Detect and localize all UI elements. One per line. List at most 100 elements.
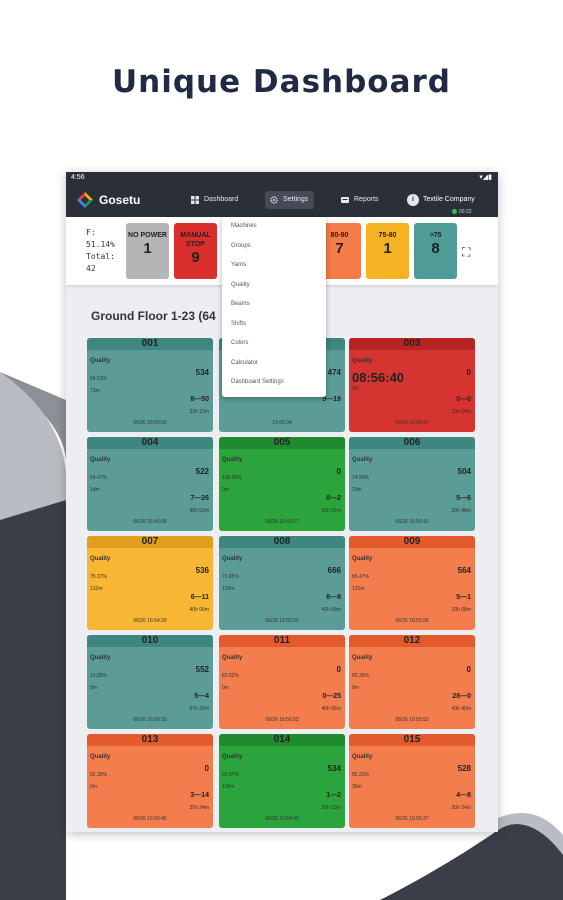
menu-item-yarns[interactable]: Yarns	[231, 262, 247, 268]
stat-total-value: 42	[86, 264, 96, 273]
machine-card[interactable]: 001 Quality 534 64.53% 73m 8—50 33h 10m 06/26 1…	[87, 338, 213, 432]
nav-dashboard-label: Dashboard	[204, 196, 239, 203]
machine-ratio: 9—19	[322, 396, 341, 403]
menu-item-calculator[interactable]: Calculator	[231, 359, 259, 366]
machine-runtime: 30h 34m	[451, 805, 471, 811]
machine-card[interactable]: 009 Quality 564 85.47% 120m 5—1 33h 08m 06/26 1…	[349, 536, 475, 630]
machine-value: 0	[336, 665, 341, 674]
machine-quality-label: Quality	[222, 754, 243, 760]
menu-item-groups[interactable]: Groups	[231, 242, 251, 249]
avatar-icon: i	[407, 194, 419, 206]
machine-id: 008	[219, 536, 345, 548]
machine-minutes: 73m	[90, 388, 100, 394]
filter-count: 9	[191, 249, 200, 266]
nav-dashboard[interactable]: Dashboard	[186, 191, 244, 209]
machine-runtime: 40h 06m	[189, 607, 209, 613]
machine-card[interactable]: 010 Quality 552 16.85% 0m 5—4 07h 26m 06/26 16:…	[87, 635, 213, 729]
machine-ratio: 6—11	[190, 594, 209, 601]
status-bar: 4:56 ▾◢▮	[66, 172, 498, 184]
machine-card[interactable]: 013 Quality 0 82.30% 0m 3—14 30h 34m 06/26 16:5…	[87, 734, 213, 828]
machine-timestamp: 06/26 16:54:29	[133, 618, 167, 624]
machine-minutes: 0m	[222, 685, 229, 691]
machine-ratio: 8—50	[190, 396, 209, 403]
machine-runtime: 40h 53m	[189, 508, 209, 514]
machine-efficiency: 83.62%	[222, 673, 239, 679]
machine-minutes: 125m	[222, 586, 235, 592]
machine-id: 015	[349, 734, 475, 746]
machine-card[interactable]: 011 Quality 0 83.62% 0m 0—25 40h 06m 06/26 16:5…	[219, 635, 345, 729]
machine-efficiency: 75.37%	[90, 574, 107, 580]
machine-id: 005	[219, 437, 345, 449]
filter-count: 1	[143, 240, 152, 257]
machine-ratio: 1—2	[326, 792, 341, 799]
machine-ratio: 0—0	[456, 396, 471, 403]
machine-card[interactable]: 012 Quality 0 80.35% 0m 28—0 43h 40m 06/26 16:5…	[349, 635, 475, 729]
machine-timestamp: 06/26 16:55:23	[265, 618, 299, 624]
machine-value: 504	[457, 467, 471, 476]
machine-minutes: 132m	[90, 586, 103, 592]
machine-runtime: 33h 54m	[451, 409, 471, 415]
machine-timestamp: 06/26 10:09:47	[395, 420, 429, 426]
tablet-screen: 4:56 ▾◢▮ Gosetu Dashboard Settings Repor…	[66, 172, 498, 832]
machine-ratio: 28—0	[452, 693, 471, 700]
filter-label: >75	[429, 232, 442, 239]
filter-75-80[interactable]: 75-80 1	[366, 223, 409, 279]
machine-efficiency: 72.85%	[222, 574, 239, 580]
machine-timestamp: 06/26 16:55:52	[395, 717, 429, 723]
machine-card[interactable]: 015 Quality 528 85.22% 36m 4—8 30h 34m 06/26 16…	[349, 734, 475, 828]
machine-efficiency: 74.90%	[352, 475, 369, 481]
filter-below-75[interactable]: >75 8	[414, 223, 457, 279]
machine-id: 007	[87, 536, 213, 548]
machine-ratio: 5—6	[456, 495, 471, 502]
online-status-text: 00:22	[459, 209, 472, 215]
machine-minutes: 25m	[352, 487, 362, 493]
filter-manual-stop[interactable]: MANUAL STOP 9	[174, 223, 217, 279]
machine-card[interactable]: 003 Quality 0 08:56:40 0m 0—0 33h 54m 06/26 10:…	[349, 338, 475, 432]
menu-item-dashboard-settings[interactable]: Dashboard Settings	[231, 379, 284, 385]
machine-minutes: 135m	[222, 784, 235, 790]
nav-reports-label: Reports	[354, 196, 379, 203]
filter-count: 7	[335, 240, 344, 257]
machine-card[interactable]: 014 Quality 534 93.87% 135m 1—2 30h 23m 06/26 1…	[219, 734, 345, 828]
machine-value: 536	[195, 566, 209, 575]
menu-item-machines[interactable]: Machines	[231, 223, 257, 229]
nav-reports[interactable]: Reports	[336, 191, 385, 209]
page-headline: Unique Dashboard	[111, 64, 451, 100]
gosetu-logo-icon	[77, 192, 93, 208]
menu-item-colors[interactable]: Colors	[231, 340, 249, 346]
machine-card[interactable]: 004 Quality 522 64.47% 14m 7—26 40h 53m 06/26 1…	[87, 437, 213, 531]
machine-quality-label: Quality	[90, 655, 111, 661]
online-dot-icon	[452, 209, 457, 215]
machine-efficiency: 85.47%	[352, 574, 369, 580]
machine-minutes: 36m	[352, 784, 362, 790]
machine-timestamp: 06/26 16:45:58	[133, 519, 167, 525]
machine-quality-label: Quality	[352, 754, 373, 760]
machine-quality-label: Quality	[222, 457, 243, 463]
filter-no-power[interactable]: NO POWER 1	[126, 223, 169, 279]
machine-quality-label: Quality	[352, 655, 373, 661]
machine-card[interactable]: 005 Quality 0 100.00% 0m 0—2 30h 31m 06/26 16:4…	[219, 437, 345, 531]
machine-id: 013	[87, 734, 213, 746]
machine-timestamp: 06/26 16:06:03	[133, 420, 167, 426]
nav-settings[interactable]: Settings	[265, 191, 315, 209]
machine-runtime: 07h 26m	[189, 706, 209, 712]
machine-efficiency: 82.30%	[90, 772, 107, 778]
company-menu[interactable]: i Textile Company	[407, 191, 475, 209]
machine-value: 0	[466, 368, 471, 377]
machine-value: 528	[457, 764, 471, 773]
menu-item-beams[interactable]: Beams	[231, 301, 250, 307]
machine-minutes: 0m	[222, 487, 229, 493]
machine-id: 001	[87, 338, 213, 350]
menu-item-quality[interactable]: Quality	[231, 281, 250, 288]
machine-card[interactable]: 006 Quality 504 74.90% 25m 5—6 33h 48m 06/26 16…	[349, 437, 475, 531]
fullscreen-icon[interactable]: ⛶	[462, 245, 471, 259]
menu-item-shifts[interactable]: Shifts	[231, 320, 247, 327]
machine-card[interactable]: 008 Quality 666 72.85% 125m 8—8 40h 08m 06/26 1…	[219, 536, 345, 630]
machine-minutes: 14m	[90, 487, 100, 493]
summary-stats: F: 51.14% Total: 42	[86, 227, 115, 275]
status-time: 4:56	[71, 174, 85, 181]
machine-value: 534	[195, 368, 209, 377]
machine-card[interactable]: 007 Quality 536 75.37% 132m 6—11 40h 06m 06/26 …	[87, 536, 213, 630]
machine-runtime: 40h 06m	[321, 706, 341, 712]
machine-timestamp: 06/26 16:55:58	[395, 618, 429, 624]
